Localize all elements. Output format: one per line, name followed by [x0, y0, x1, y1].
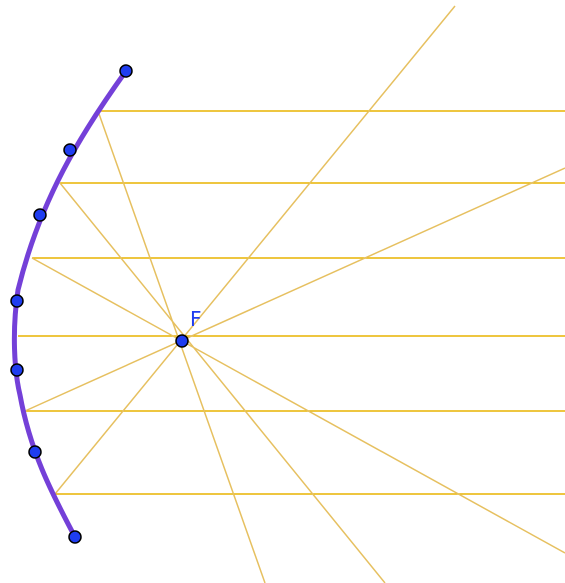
focus-label: F [190, 307, 202, 331]
reflected-rays [24, 5, 565, 583]
parallel-rays [18, 110, 565, 495]
mirror-point[interactable] [119, 64, 133, 78]
mirror-point[interactable] [28, 445, 42, 459]
mirror-point[interactable] [10, 294, 24, 308]
reflected-ray [54, 5, 456, 495]
mirror-point[interactable] [10, 363, 24, 377]
mirror-points [10, 64, 133, 544]
reflected-ray [59, 182, 386, 583]
reflected-ray [31, 257, 565, 554]
mirror-point[interactable] [33, 208, 47, 222]
reflected-ray [24, 167, 565, 412]
mirror-point[interactable] [68, 530, 82, 544]
mirror-point[interactable] [63, 143, 77, 157]
focus-point[interactable] [175, 334, 189, 348]
